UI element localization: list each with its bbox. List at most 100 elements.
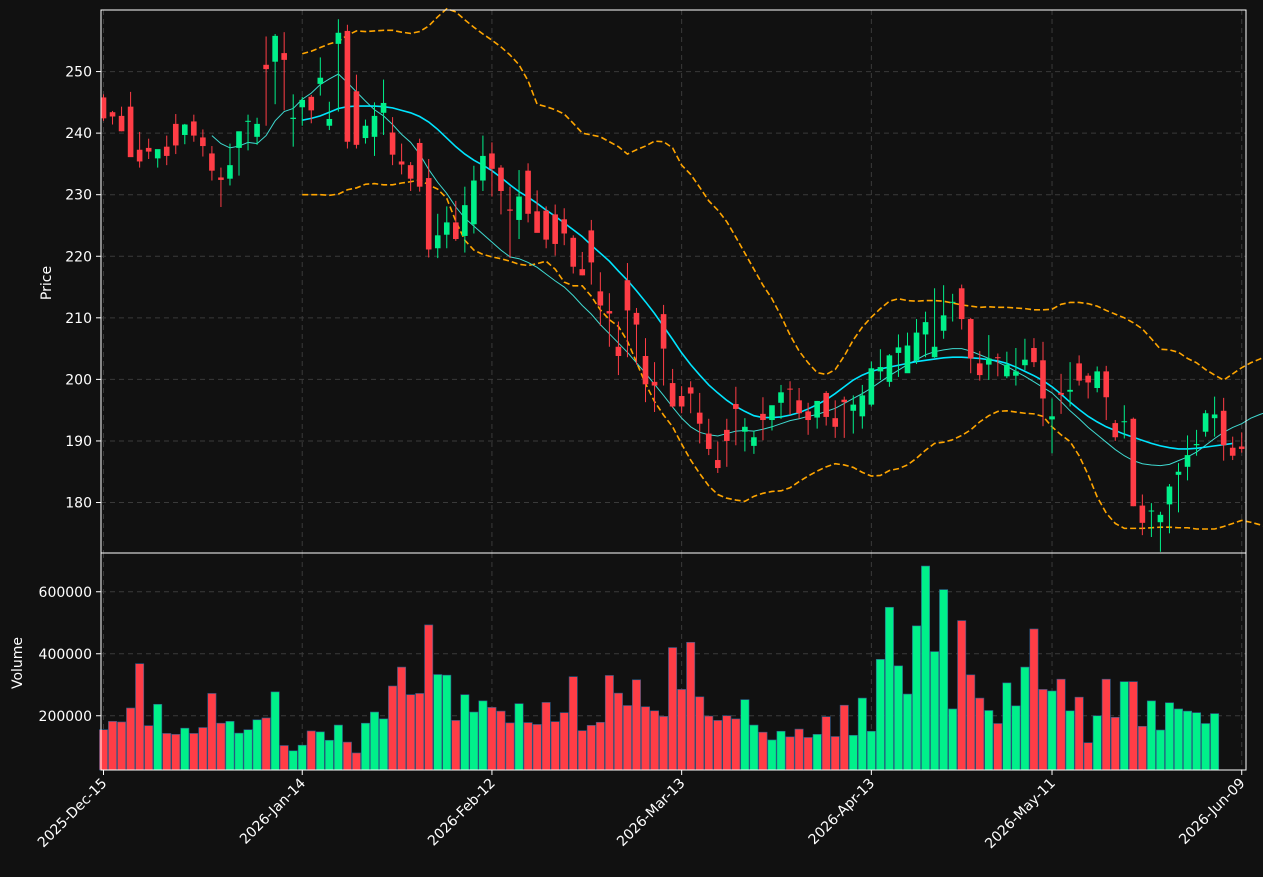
candle-body — [760, 413, 766, 421]
candle-body — [462, 205, 468, 236]
volume-bar — [903, 693, 912, 771]
volume-bar — [1092, 715, 1102, 771]
volume-bar — [207, 693, 217, 771]
volume-bar — [144, 725, 154, 771]
volume-bar — [577, 730, 587, 771]
candle-body — [182, 124, 188, 135]
volume-bar — [912, 625, 921, 771]
candle-body — [615, 346, 622, 356]
candle-body — [904, 345, 911, 374]
candle-body — [308, 96, 315, 111]
volume-bar — [487, 707, 497, 771]
volume-bar — [478, 700, 488, 771]
volume-bar — [424, 624, 434, 771]
volume-bar — [415, 693, 425, 771]
candle-body — [1148, 510, 1155, 512]
volume-bar — [650, 710, 660, 771]
volume-bar — [1020, 666, 1030, 771]
candle-body — [660, 314, 667, 349]
volume-bar — [442, 674, 452, 771]
volume-bar — [984, 710, 994, 771]
candle-body — [1220, 410, 1227, 446]
candles — [100, 19, 1245, 552]
candle-body — [1013, 371, 1019, 376]
candle-body — [859, 395, 866, 417]
candle-body — [570, 237, 577, 267]
candle-body — [1049, 416, 1055, 420]
candle-body — [362, 125, 369, 139]
volume-bar — [812, 734, 822, 771]
candle-body — [100, 97, 107, 119]
candle-body — [877, 367, 884, 372]
candle-body — [443, 222, 450, 235]
candle-body — [769, 405, 775, 421]
price-tick-label: 250 — [65, 65, 92, 81]
candle-body — [733, 404, 739, 409]
volume-bar — [776, 730, 786, 771]
candle-body — [1121, 421, 1128, 423]
candle-body — [525, 170, 531, 214]
volume-bar — [586, 725, 596, 771]
candle-body — [236, 131, 242, 148]
volume-axis-label: Volume — [10, 637, 26, 689]
volume-bar — [532, 724, 542, 771]
volume-bar — [1047, 690, 1057, 771]
candle-body — [516, 196, 522, 220]
volume-bar — [875, 659, 885, 771]
price-tick-label: 220 — [65, 249, 92, 265]
candle-body — [868, 368, 875, 405]
candle-body — [642, 355, 649, 385]
volume-bar — [559, 712, 569, 771]
candle-body — [651, 381, 658, 386]
volume-bar — [1056, 678, 1066, 771]
candle-body — [299, 99, 306, 108]
price-tick-label: 230 — [65, 188, 92, 204]
volume-bar — [433, 674, 443, 771]
volume-bar — [821, 716, 831, 771]
volume-bar — [1029, 628, 1039, 771]
volume-y-axis: 200000 400000 600000 — [39, 585, 101, 725]
volume-bar — [758, 731, 768, 771]
volume-bar — [541, 702, 551, 771]
volume-bar — [930, 651, 940, 771]
candle-body — [371, 115, 378, 137]
volume-bar — [505, 722, 515, 771]
volume-bar — [722, 715, 732, 771]
volume-bar — [632, 679, 641, 771]
volume-bar — [785, 736, 795, 771]
volume-bar — [135, 663, 145, 771]
candle-body — [1229, 447, 1236, 456]
volume-tick-label: 200000 — [39, 709, 92, 725]
volume-bar — [216, 722, 226, 771]
volume-bar — [641, 706, 650, 771]
volume-bar — [162, 733, 172, 771]
volume-bar — [333, 724, 343, 771]
candle-body — [272, 35, 278, 62]
candle-body — [895, 347, 902, 353]
candle-body — [209, 153, 215, 171]
volume-bar — [884, 606, 894, 771]
candle-body — [453, 222, 459, 240]
volume-bar — [361, 722, 370, 771]
candle-body — [380, 102, 387, 113]
volume-bar — [270, 691, 280, 771]
price-tick-label: 180 — [65, 496, 92, 512]
volume-tick-label: 600000 — [39, 585, 92, 601]
candle-body — [145, 147, 152, 152]
candle-body — [995, 357, 1001, 359]
candle-body — [751, 437, 757, 446]
candle-body — [1112, 423, 1119, 438]
price-y-axis: 180 190 200 210 220 230 240 250 — [65, 65, 101, 512]
candle-body — [416, 142, 423, 187]
candle-body — [534, 211, 540, 233]
candle-body — [281, 53, 287, 60]
candle-body — [922, 322, 929, 335]
volume-bar — [957, 620, 967, 771]
candle-body — [1031, 347, 1037, 363]
volume-bar — [1074, 696, 1084, 771]
volume-bar — [713, 720, 723, 771]
volume-bar — [622, 705, 632, 771]
volume-bar — [857, 697, 867, 771]
candle-body — [191, 121, 197, 136]
